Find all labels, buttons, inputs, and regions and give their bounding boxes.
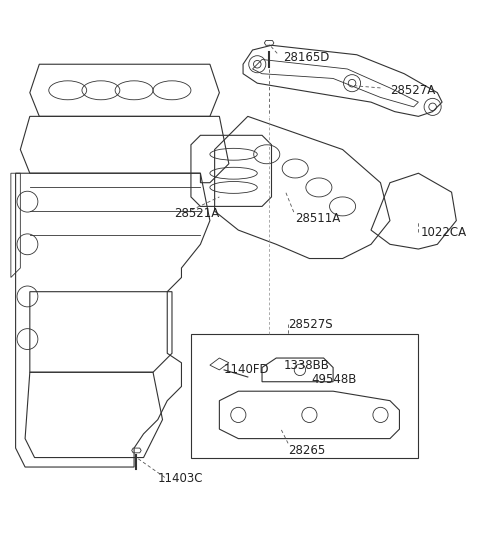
Text: 1140FD: 1140FD — [224, 363, 270, 376]
Text: 49548B: 49548B — [312, 373, 357, 386]
Text: 11403C: 11403C — [158, 472, 203, 486]
Text: 28265: 28265 — [288, 444, 325, 457]
Text: 28527S: 28527S — [288, 318, 333, 331]
Text: 1338BB: 1338BB — [283, 359, 329, 371]
Text: 28527A: 28527A — [390, 84, 435, 97]
Text: 28521A: 28521A — [174, 207, 220, 220]
Text: 28511A: 28511A — [295, 212, 340, 225]
Text: 1022CA: 1022CA — [421, 226, 467, 239]
Text: 28165D: 28165D — [283, 50, 330, 64]
